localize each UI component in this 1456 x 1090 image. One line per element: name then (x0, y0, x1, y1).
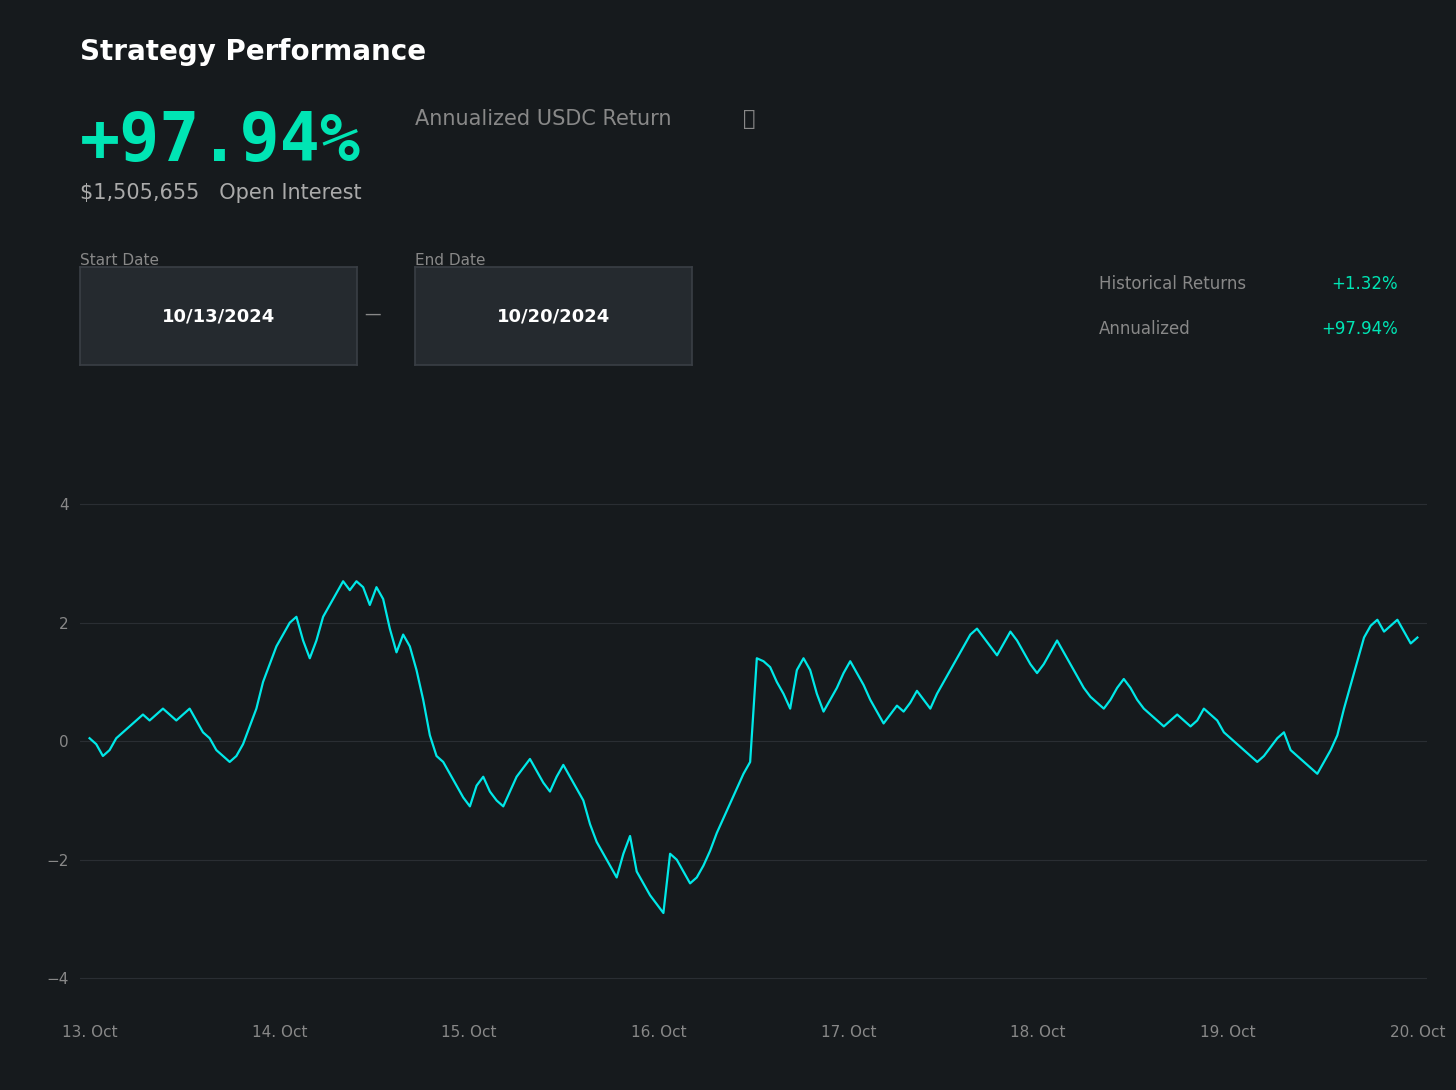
Text: +97.94%: +97.94% (1321, 320, 1398, 339)
Text: +97.94%: +97.94% (80, 109, 361, 175)
Text: —: — (364, 305, 381, 323)
Text: $1,505,655   Open Interest: $1,505,655 Open Interest (80, 183, 361, 203)
Text: Annualized: Annualized (1099, 320, 1191, 339)
Text: Start Date: Start Date (80, 253, 159, 268)
Text: +1.32%: +1.32% (1331, 275, 1398, 293)
Text: End Date: End Date (415, 253, 485, 268)
Text: 10/20/2024: 10/20/2024 (496, 307, 610, 325)
Text: ⓘ: ⓘ (743, 109, 756, 129)
Text: Historical Returns: Historical Returns (1099, 275, 1246, 293)
Text: Annualized USDC Return: Annualized USDC Return (415, 109, 671, 129)
Text: 10/13/2024: 10/13/2024 (162, 307, 275, 325)
Text: Strategy Performance: Strategy Performance (80, 38, 427, 66)
